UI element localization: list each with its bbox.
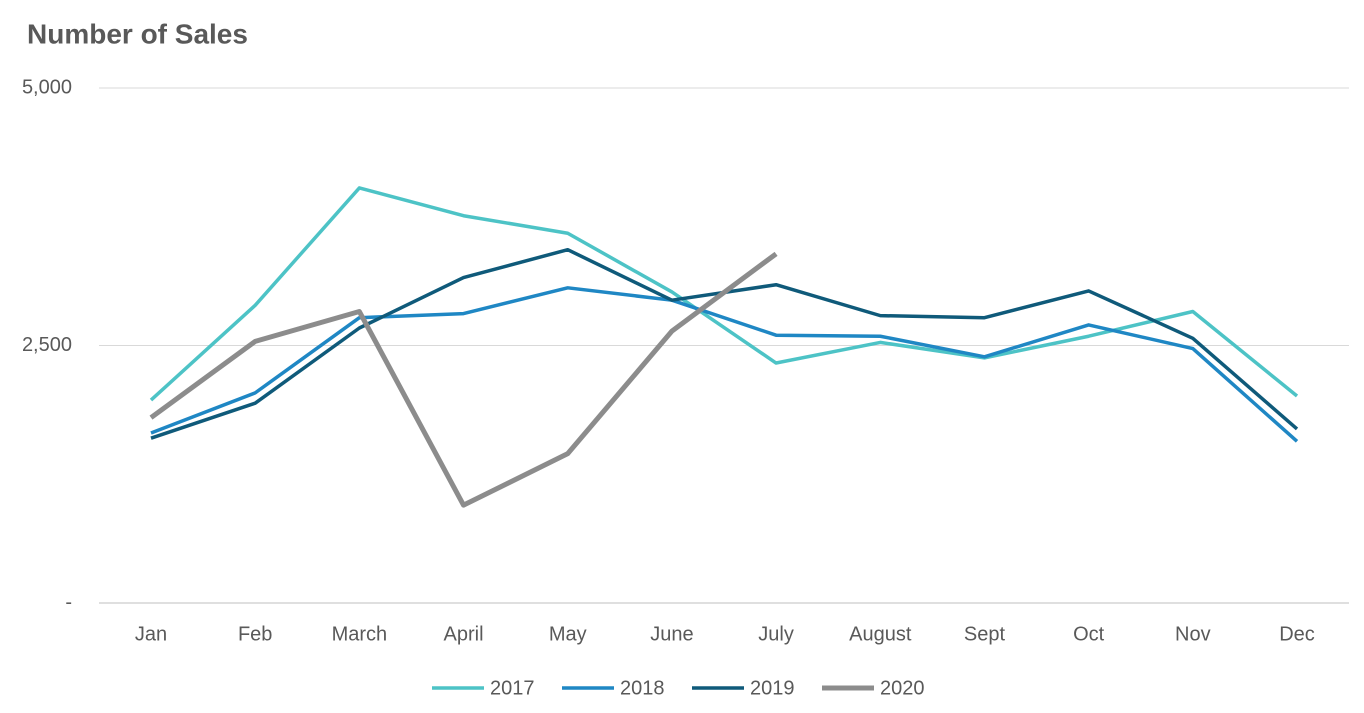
legend-label: 2019 — [750, 677, 795, 699]
series-line — [149, 186, 1299, 402]
x-tick-label: Oct — [1073, 623, 1105, 645]
x-tick-label: August — [849, 623, 912, 645]
x-tick-label: Jan — [135, 623, 167, 645]
legend-label: 2017 — [490, 677, 535, 699]
y-tick-label: - — [65, 591, 72, 613]
x-tick-label: Feb — [238, 623, 272, 645]
x-tick-label: June — [650, 623, 693, 645]
x-tick-label: July — [758, 623, 794, 645]
x-tick-label: Nov — [1175, 623, 1211, 645]
x-tick-label: Sept — [964, 623, 1006, 645]
x-tick-label: May — [549, 623, 587, 645]
y-tick-label: 5,000 — [22, 76, 72, 98]
x-tick-label: April — [444, 623, 484, 645]
chart-title: Number of Sales — [27, 18, 248, 49]
legend-label: 2020 — [880, 677, 925, 699]
x-tick-label: Dec — [1279, 623, 1315, 645]
series-line — [149, 251, 778, 508]
legend-label: 2018 — [620, 677, 665, 699]
series-line — [150, 286, 1299, 443]
y-tick-label: 2,500 — [22, 334, 72, 356]
x-tick-label: March — [332, 623, 388, 645]
